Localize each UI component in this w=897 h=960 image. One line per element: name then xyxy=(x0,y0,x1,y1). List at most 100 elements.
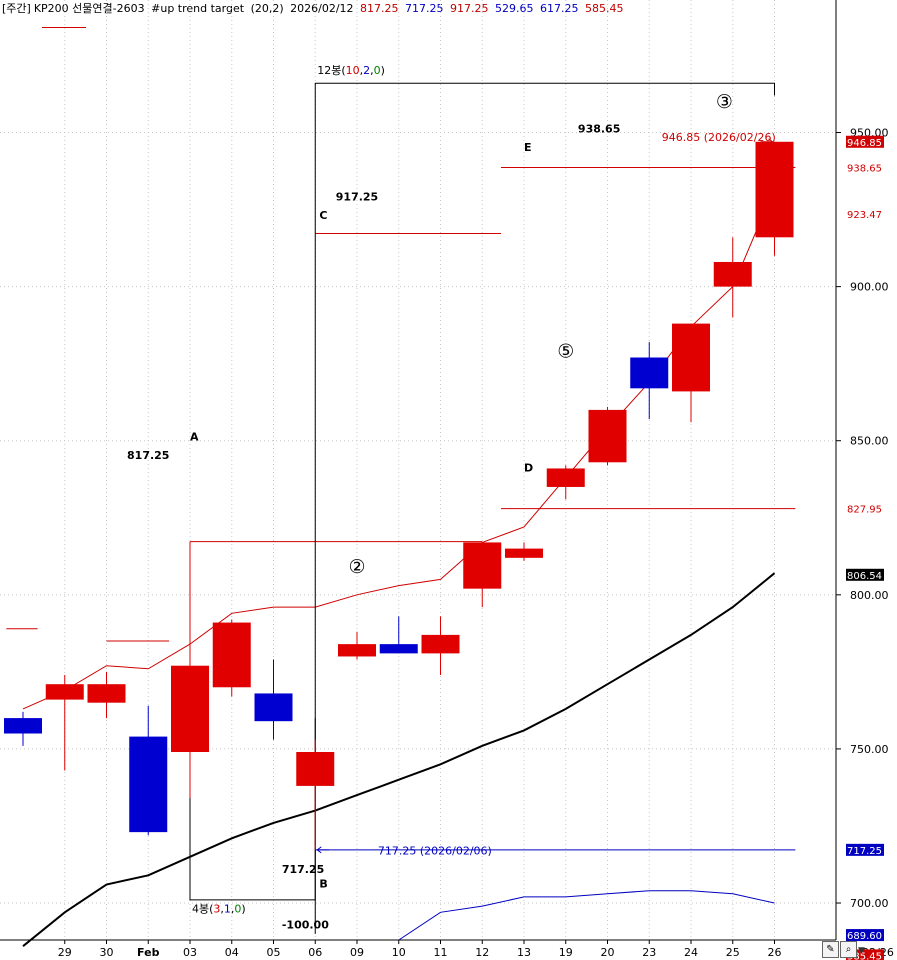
price-tag-bg xyxy=(846,949,884,960)
y-tick-label: 750.00 xyxy=(850,743,889,756)
price-tag-label: 806.54 xyxy=(847,571,882,582)
y-tick-label: 800.00 xyxy=(850,589,889,602)
candle-body xyxy=(588,409,627,463)
x-tick-label: 11 xyxy=(434,946,448,959)
candle-body xyxy=(129,736,168,833)
annotation-text: -100.00 xyxy=(282,919,329,932)
price-tag-label: 946.85 xyxy=(847,138,882,149)
wave-label-D: D xyxy=(524,462,533,475)
price-tag-bg xyxy=(846,568,884,581)
bracket-4-bong-label-part-3: 1 xyxy=(224,902,231,915)
y-tick-label: 900.00 xyxy=(850,281,889,294)
header-value-6: 585.45 xyxy=(585,2,624,15)
bracket-4-bong-label-part-6: ) xyxy=(241,902,245,915)
bracket-12-bong-label: 12봉(10,2,0) xyxy=(317,64,385,77)
annotation-text: 717.25 xyxy=(282,863,324,876)
x-tick-label: 20 xyxy=(601,946,615,959)
x-tick-label: 24 xyxy=(684,946,698,959)
header-value-1: 817.25 xyxy=(360,2,399,15)
low-arrow-icon xyxy=(316,846,330,854)
x-tick-label: 06 xyxy=(308,946,322,959)
wave-label-C: C xyxy=(319,209,327,222)
candle-body xyxy=(254,693,293,722)
x-tick-label: 10 xyxy=(392,946,406,959)
price-tag-bg xyxy=(846,135,884,148)
candle-body xyxy=(630,357,669,389)
annotation-text: 717.25 (2026/02/06) xyxy=(378,845,492,858)
candle-body xyxy=(87,684,126,703)
x-tick-label: 26 xyxy=(768,946,782,959)
y-tick-label: 700.00 xyxy=(850,897,889,910)
wave-label-A: A xyxy=(190,431,199,444)
candle-body xyxy=(4,718,42,734)
price-tag-bg xyxy=(846,843,884,856)
bracket-4-bong-label-part-4: , xyxy=(231,902,235,915)
high-arrow-icon xyxy=(760,138,774,146)
level-917-25-label: 917.25 xyxy=(336,190,378,203)
blue-lower-line xyxy=(398,890,775,941)
x-tick-label: 05 xyxy=(267,946,281,959)
candle-body xyxy=(755,141,794,238)
bracket-12-bong-label-part-4: , xyxy=(370,64,374,77)
bracket-12-bong-label-part-2: , xyxy=(360,64,364,77)
price-tag-label: 938.65 xyxy=(847,164,882,175)
pencil-tool-icon[interactable]: ✎ xyxy=(822,941,839,958)
x-tick-label: 19 xyxy=(559,946,573,959)
x-tick-label: 12 xyxy=(475,946,489,959)
candle-body xyxy=(212,622,251,688)
x-tick-label: 09 xyxy=(350,946,364,959)
circled-label: ⑤ xyxy=(557,341,574,363)
x-tick-label: 23 xyxy=(642,946,656,959)
bracket-4-bong-label-part-1: 3 xyxy=(213,902,220,915)
price-tag-label: 689.60 xyxy=(847,931,882,942)
y-tick-label: 850.00 xyxy=(850,435,889,448)
circled-label: ② xyxy=(348,556,365,578)
header-params: (20,2) xyxy=(250,2,284,15)
header-prefix: [주간] xyxy=(2,2,31,15)
header-value-3: 917.25 xyxy=(450,2,489,15)
black-moving-average xyxy=(22,572,776,947)
bracket-12-bong-label-part-6: ) xyxy=(381,64,385,77)
circled-label: ③ xyxy=(716,91,733,113)
price-tag-label: 717.25 xyxy=(847,846,882,857)
candle-body xyxy=(45,684,84,700)
header-legend-line xyxy=(42,27,86,28)
header-date: 2026/02/12 xyxy=(290,2,354,15)
level-938-65-label: 938.65 xyxy=(578,123,620,136)
x-tick-label: 30 xyxy=(100,946,114,959)
candle-body xyxy=(463,542,502,589)
header-value-5: 617.25 xyxy=(540,2,579,15)
level-817-25-label: 817.25 xyxy=(127,449,169,462)
candle-body xyxy=(505,548,543,558)
bracket-12-bong-label-part-1: 10 xyxy=(346,64,360,77)
candle-body xyxy=(379,644,418,654)
annotation-text: 946.85 (2026/02/26) xyxy=(662,131,776,144)
x-tick-label: 04 xyxy=(225,946,239,959)
wave-label-E: E xyxy=(524,141,532,154)
price-tag-label: 923.47 xyxy=(847,210,882,221)
price-tag-label: 827.95 xyxy=(847,505,882,516)
header-value-4: 529.65 xyxy=(495,2,534,15)
bracket-12-bong-label-part-0: 12봉( xyxy=(317,64,345,77)
bracket-4-bong-label-part-5: 0 xyxy=(234,902,241,915)
header-indicator: #up trend target xyxy=(151,2,245,15)
bracket-12-bong-label-part-3: 2 xyxy=(363,64,370,77)
wave-label-B: B xyxy=(319,878,327,891)
price-tag-bg xyxy=(846,929,884,942)
header-value-2: 717.25 xyxy=(405,2,444,15)
bracket-12-bong-label-part-5: 0 xyxy=(374,64,381,77)
candle-body xyxy=(546,468,585,487)
scroll-down-icon[interactable]: ▼ xyxy=(858,946,865,956)
price-tag-label: 585.45 xyxy=(847,951,882,960)
candle-body xyxy=(421,634,460,654)
candle-body xyxy=(296,752,335,786)
candle-body xyxy=(672,323,710,392)
candle-body xyxy=(338,644,376,657)
bracket-4-bong-label-part-0: 4봉( xyxy=(192,902,213,915)
candle-body xyxy=(171,665,209,752)
x-tick-label: 13 xyxy=(517,946,531,959)
x-tick-label: 03 xyxy=(183,946,197,959)
x-tick-label: Feb xyxy=(137,946,160,959)
zoom-tool-icon[interactable]: ⌕ xyxy=(840,941,857,958)
